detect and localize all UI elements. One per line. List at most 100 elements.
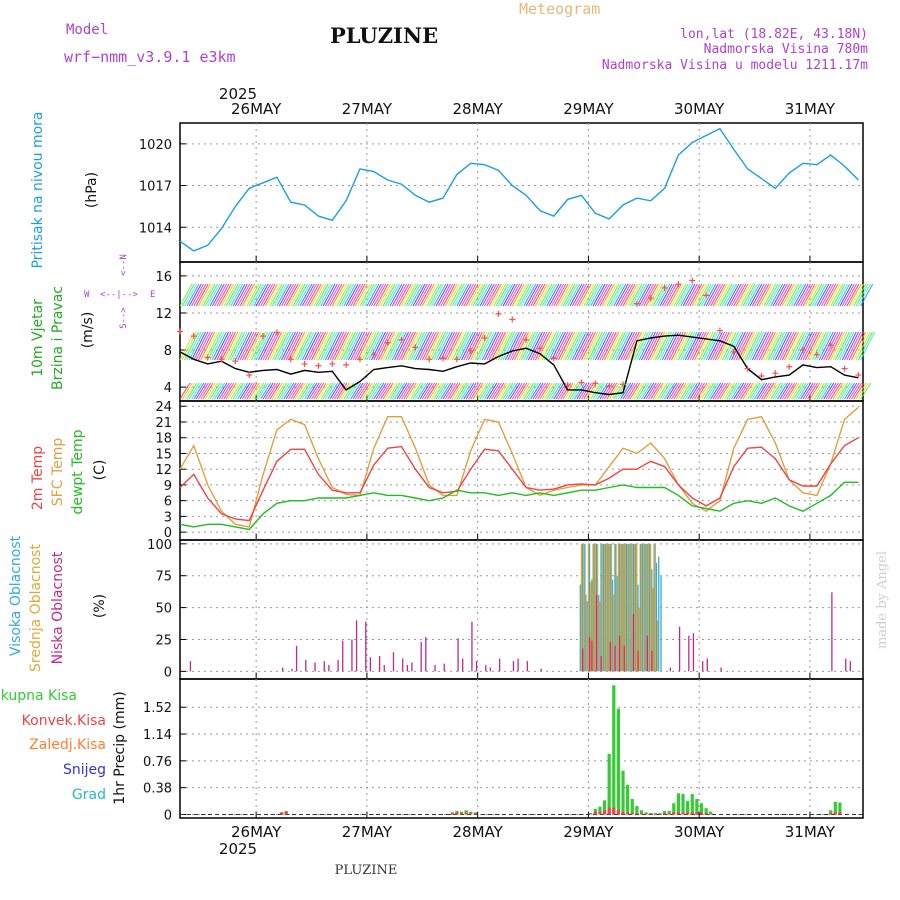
wind-direction-stroke [624,283,638,307]
wind-direction-stroke [657,331,673,361]
wind-direction-stroke [223,382,235,400]
wind-direction-stroke [687,331,703,361]
wind-direction-stroke [447,382,459,400]
wind-direction-stroke [590,331,606,361]
wind-direction-stroke [521,382,532,400]
wind-direction-stroke [329,331,345,361]
year-label-bottom: 2025 [219,840,257,858]
wind-direction-stroke [396,382,408,400]
wind-direction-stroke [684,283,698,307]
wind-direction-stroke [283,382,295,400]
wind-direction-stroke [597,382,609,400]
gust-marker [536,345,543,352]
wind-direction-stroke [269,331,285,361]
wind-direction-stroke [502,283,516,307]
wind-direction-stroke [361,331,377,361]
gust-marker [633,300,640,307]
wind-direction-stroke [451,382,463,400]
wind-direction-stroke [278,283,292,307]
wind-direction-stroke [424,382,436,400]
wind-direction-stroke [440,331,456,361]
wind-direction-stroke [290,382,302,400]
wind-direction-stroke [184,382,196,400]
wind-title-2: Brzina i Pravac [50,286,66,390]
wind-direction-stroke [306,283,320,307]
cloud-low-title: Niska Oblacnost [50,551,66,664]
precip-conv-bar [630,813,634,815]
wind-direction-stroke [728,283,742,307]
wind-direction-stroke [534,331,550,361]
wind-direction-stroke [675,283,689,307]
wind-direction-stroke [834,283,848,307]
precip-total-bar [644,812,648,815]
wind-direction-stroke [622,382,634,400]
precip-conv-bar [450,813,454,815]
wind-direction-stroke [853,382,865,400]
y-tick-label: 1.52 [143,701,172,716]
wind-direction-stroke [493,283,507,307]
wind-direction-stroke [442,382,454,400]
wind-direction-stroke [758,283,772,307]
wind-direction-stroke [800,283,814,307]
gust-marker [564,382,571,389]
wind-direction-stroke [391,382,403,400]
wind-direction-stroke [241,331,257,361]
wind-direction-stroke [740,331,756,361]
wind-direction-stroke [638,283,652,307]
wind-direction-stroke [851,283,864,307]
wind-direction-stroke [509,283,523,307]
wind-direction-stroke [262,382,274,400]
wind-direction-stroke [751,382,763,400]
y-tick-label: 16 [155,270,172,285]
wind-direction-stroke [509,331,525,361]
wind-direction-stroke [352,331,368,361]
wind-direction-stroke [802,331,818,361]
gust-marker [800,347,807,354]
wind-direction-stroke [251,283,264,307]
wind-direction-stroke [331,382,343,400]
wind-direction-stroke [354,283,368,307]
wind-direction-stroke [398,382,410,400]
wind-direction-stroke [576,382,588,400]
wind-direction-stroke [721,283,735,307]
wind-direction-stroke [735,283,749,307]
wind-direction-stroke [410,382,422,400]
wind-direction-stroke [749,331,765,361]
wind-direction-stroke [597,331,613,361]
wind-direction-stroke [830,283,844,307]
wind-direction-stroke [781,283,795,307]
wind-direction-stroke [698,331,714,361]
wind-direction-stroke [444,283,458,307]
wind-direction-stroke [814,382,825,400]
wind-direction-stroke [405,283,419,307]
wind-direction-stroke [800,331,816,361]
wind-direction-stroke [327,382,339,400]
wind-direction-stroke [779,382,791,400]
wind-direction-stroke [777,283,791,307]
wind-direction-stroke [530,382,542,400]
wind-direction-stroke [188,382,200,400]
y-tick-label: 9 [164,479,172,494]
wind-direction-stroke [694,382,705,400]
wind-direction-stroke [525,382,537,400]
wind-direction-stroke [223,331,239,361]
wind-direction-stroke [564,382,576,400]
wind-direction-stroke [313,382,325,400]
wind-direction-stroke [590,382,602,400]
wind-direction-stroke [359,331,375,361]
wind-direction-stroke [527,331,543,361]
wind-direction-stroke [352,283,366,307]
precip-total-bar [672,803,676,815]
wind-direction-stroke [551,382,562,400]
y-tick-label: 1014 [139,221,172,236]
wind-direction-stroke [246,331,262,361]
wind-direction-stroke [811,283,825,307]
wind-direction-stroke [793,382,805,400]
wind-direction-stroke [449,382,461,400]
y-tick-label: 21 [155,416,172,431]
wind-direction-stroke [786,331,802,361]
wind-direction-stroke [504,331,520,361]
y-tick-label: 4 [164,381,172,396]
wind-direction-stroke [479,382,491,400]
wind-direction-stroke [343,331,359,361]
